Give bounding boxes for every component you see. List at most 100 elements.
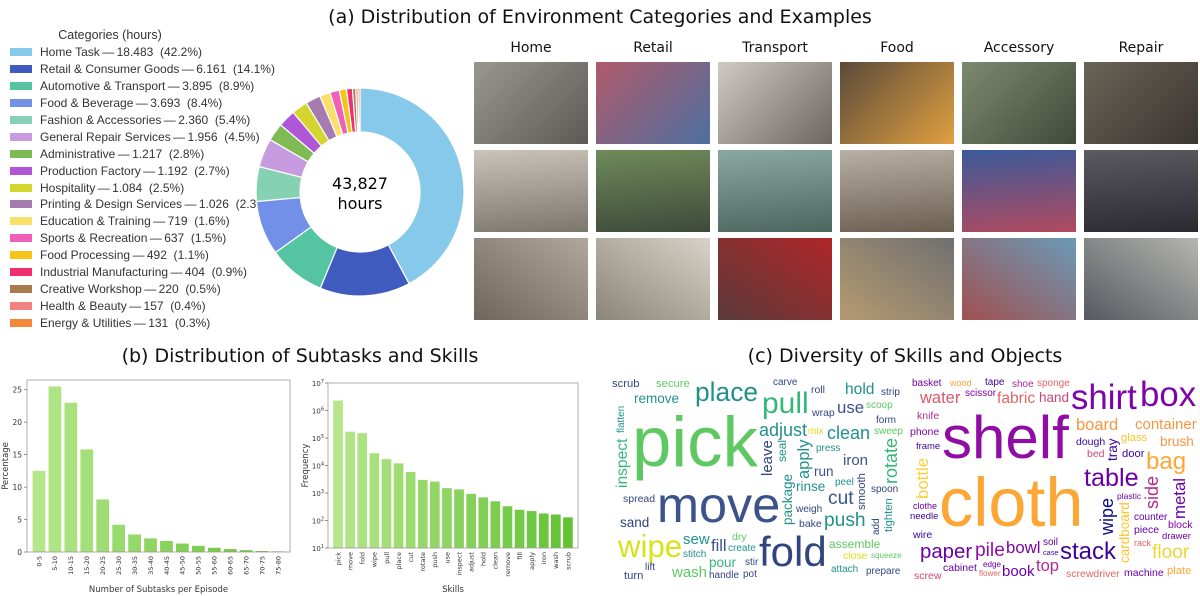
word-cloud-word: place	[695, 378, 759, 407]
legend-label: Food Processing	[40, 248, 131, 263]
y-tick-label: 10	[12, 483, 22, 492]
word-cloud-word: package	[780, 473, 795, 525]
legend-sep: (	[208, 113, 219, 127]
legend-pct: 0.5%	[189, 281, 217, 296]
word-cloud-word: wipe	[1097, 497, 1117, 535]
word-cloud-word: pull	[762, 387, 809, 420]
bar	[48, 386, 62, 552]
legend-item: Energy & Utilities — 131 (0.3%)	[10, 314, 250, 331]
word-cloud-word: book	[1002, 563, 1035, 580]
legend-sep: )	[225, 163, 230, 178]
example-photo	[718, 62, 832, 144]
legend-sep: —	[147, 231, 165, 246]
legend-sep: (	[226, 62, 237, 77]
legend-title: Categories (hours)	[58, 28, 162, 42]
word-cloud-word: scoop	[866, 400, 893, 411]
x-tick-label: 40-45	[163, 556, 171, 575]
word-cloud-word: inspect	[614, 438, 631, 488]
word-cloud-word: scissor	[965, 388, 997, 399]
bar	[478, 497, 489, 548]
word-cloud-word: fabric	[997, 390, 1036, 407]
legend-label: Production Factory	[40, 163, 141, 178]
skills-word-cloud: pick move fold wipe pull place push cut rotate us…	[612, 378, 904, 582]
word-cloud-word: pile	[975, 540, 1005, 561]
legend-sep: (	[162, 146, 173, 161]
word-cloud-word: cut	[828, 488, 854, 509]
word-cloud-word: spread	[623, 493, 656, 505]
word-cloud-word: carve	[773, 378, 798, 388]
skills-bar-chart: pick move fold wipe pull place cut rotate push us…	[301, 379, 579, 595]
legend-value: 1.192	[157, 163, 188, 178]
word-cloud-word: scrub	[612, 378, 640, 390]
word-cloud-word: fill	[711, 537, 727, 555]
bar	[369, 453, 380, 548]
x-tick-label: 20-25	[99, 556, 107, 575]
bar	[490, 501, 501, 548]
word-cloud-word: assemble	[829, 537, 881, 551]
word-cloud-word: frame	[916, 441, 941, 452]
word-cloud-word: door	[1122, 448, 1145, 460]
legend-sep: —	[140, 163, 158, 178]
word-cloud-word: turn	[624, 570, 644, 582]
x-tick-label: 60-65	[227, 556, 235, 575]
legend-sep: (	[168, 315, 179, 330]
word-cloud-word: fold	[759, 528, 827, 575]
x-tick-label: 75-80	[274, 556, 282, 575]
word-cloud-word: plastic	[1117, 491, 1142, 501]
bar	[128, 534, 141, 552]
x-tick-label: wipe	[371, 552, 379, 567]
bar	[417, 479, 428, 548]
example-column-header: Transport	[742, 40, 808, 56]
word-cloud-word: close	[843, 550, 868, 562]
legend-sep: —	[161, 113, 179, 127]
example-photo	[962, 150, 1076, 232]
word-cloud-word: flower	[979, 569, 1001, 578]
legend-sep: —	[179, 62, 197, 77]
x-tick-label: inspect	[455, 552, 463, 576]
legend-swatch	[10, 234, 32, 243]
x-tick-label: hold	[480, 552, 488, 566]
legend-pct: 2.5%	[152, 180, 181, 195]
word-cloud-word: leave	[759, 440, 776, 476]
bar	[526, 511, 537, 548]
legend-sep: )	[242, 265, 247, 280]
bar	[80, 449, 94, 552]
legend-label: Retail & Consumer Goods	[40, 62, 180, 77]
bar	[207, 547, 221, 552]
legend-item: Printing & Design Services — 1.026 (2.3%…	[10, 196, 271, 213]
word-cloud-word: screwdriver	[1066, 568, 1120, 580]
word-cloud-word: push	[824, 510, 866, 531]
y-tick-label: 15	[12, 451, 22, 460]
legend-sep: —	[182, 197, 199, 212]
legend-sep: —	[170, 129, 188, 144]
legend-label: Printing & Design Services	[40, 197, 183, 212]
legend-item: Hospitality — 1.084 (2.5%)	[10, 179, 250, 196]
subtasks-bar-chart: 0-5 5-10 10-15 15-20 20-25 25-30 30-35 35-40 40-…	[1, 379, 291, 595]
legend-label: Industrial Manufacturing	[40, 265, 169, 280]
legend-sep: (	[163, 298, 175, 313]
legend-value: 220	[158, 281, 179, 296]
legend-sep: —	[150, 214, 168, 229]
legend-sep: (	[178, 281, 190, 296]
legend-pct: 8.4%	[190, 96, 219, 111]
donut-slice	[357, 87, 361, 133]
x-tick-label: fill	[516, 552, 524, 560]
x-tick-label: 15-20	[83, 556, 91, 575]
word-cloud-word: side	[1142, 475, 1162, 509]
legend-pct: 2.8%	[172, 146, 201, 161]
bar	[466, 493, 476, 548]
legend-sep: )	[206, 315, 211, 330]
legend-sep: (	[153, 45, 164, 60]
legend-sep: )	[204, 248, 209, 263]
word-cloud-word: case	[1043, 548, 1059, 557]
legend-sep: )	[225, 214, 230, 229]
legend-item: General Repair Services — 1.956 (4.5%)	[10, 128, 260, 145]
word-cloud-word: wire	[913, 529, 933, 541]
legend-sep: )	[198, 45, 203, 60]
bar	[32, 470, 46, 552]
legend-label: General Repair Services	[40, 129, 171, 144]
x-tick-label: 0-5	[35, 556, 43, 567]
bar	[551, 514, 561, 548]
legend-sep: —	[130, 248, 147, 263]
legend-pct: 5.4%	[218, 113, 247, 127]
